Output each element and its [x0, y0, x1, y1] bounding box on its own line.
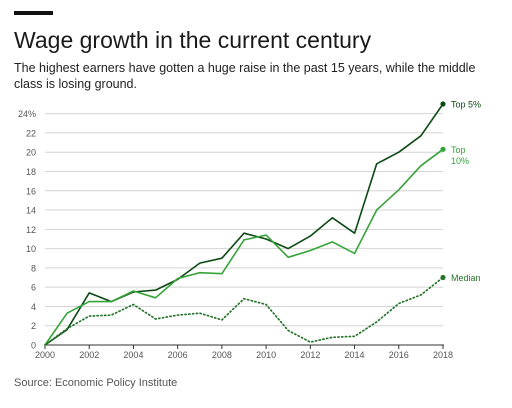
series-label-top-5: Top 5%	[451, 100, 481, 110]
series-endpoint-top-5	[440, 101, 446, 107]
y-tick-label: 10	[26, 244, 36, 254]
y-tick-label: 14	[26, 206, 36, 216]
x-tick-label: 2010	[256, 350, 276, 360]
series-label-top-10: Top 10%	[451, 145, 469, 166]
series-label-line: 10%	[451, 156, 469, 166]
y-tick-label: 20	[26, 148, 36, 158]
x-tick-label: 2000	[35, 350, 55, 360]
series-lines	[44, 101, 446, 346]
y-tick-label: 2	[31, 321, 36, 331]
y-tick-label: 16	[26, 186, 36, 196]
series-endpoint-median	[440, 274, 446, 281]
x-axis: 2000 2002 2004 2006 2008 2010 2012 2014 2016 2018	[35, 344, 453, 360]
series-label-line: Top 5%	[451, 100, 481, 110]
x-tick-label: 2018	[433, 350, 453, 360]
y-tick-label: 12	[26, 225, 36, 235]
y-axis: 0 2 4 6 8 10 12 14 16 18 20 22 24%	[18, 109, 36, 350]
series-label-median: Median	[451, 273, 481, 283]
y-tick-label: 22	[26, 128, 36, 138]
series-labels: Top 5% Top 10% Median	[451, 100, 481, 284]
y-tick-label: 8	[31, 263, 36, 273]
series-line-median	[44, 276, 444, 346]
series-line-top-5	[44, 103, 444, 346]
y-tick-label: 0	[31, 341, 36, 351]
x-tick-label: 2016	[389, 350, 409, 360]
x-tick-label: 2012	[300, 350, 320, 360]
series-label-line: Top	[451, 145, 466, 155]
x-tick-label: 2002	[79, 350, 99, 360]
x-tick-label: 2008	[212, 350, 232, 360]
x-tick-label: 2014	[345, 350, 365, 360]
chart-title: Wage growth in the current century	[14, 27, 372, 53]
x-tick-label: 2006	[168, 350, 188, 360]
x-tick-label: 2004	[123, 350, 143, 360]
gridlines	[45, 113, 443, 327]
series-line-top-10	[44, 148, 444, 346]
y-tick-label: 4	[31, 302, 36, 312]
chart-subtitle: The highest earners have gotten a huge r…	[14, 61, 476, 91]
series-label-line: Median	[451, 273, 481, 283]
y-tick-label: 18	[26, 167, 36, 177]
series-endpoint-top-10	[440, 146, 446, 152]
y-tick-label: 24%	[18, 109, 36, 119]
header-accent-bar	[14, 11, 53, 15]
y-tick-label: 6	[31, 283, 36, 293]
source-note: Source: Economic Policy Institute	[14, 377, 178, 389]
